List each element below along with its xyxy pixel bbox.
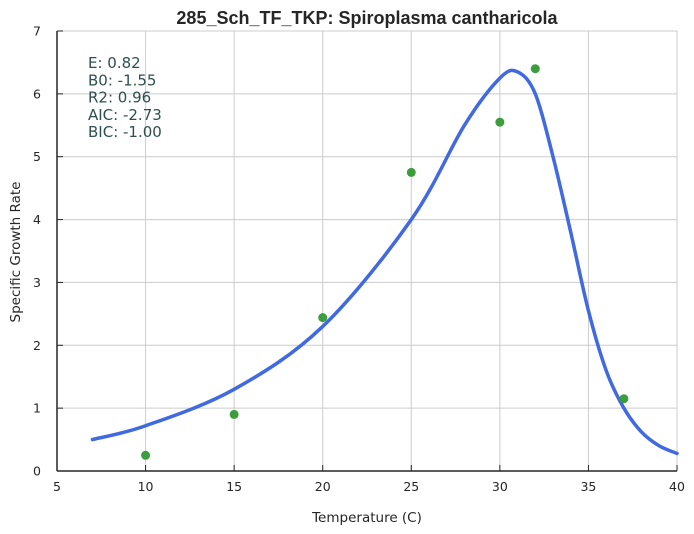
stat-line: B0: -1.55 [88, 71, 156, 89]
stat-line: BIC: -1.00 [88, 123, 162, 141]
x-tick-label: 25 [403, 479, 419, 494]
y-tick-label: 3 [33, 275, 41, 290]
x-tick-label: 20 [315, 479, 331, 494]
data-point [495, 117, 505, 127]
fit-curve [90, 68, 679, 456]
data-points [141, 64, 629, 460]
data-point [406, 167, 416, 177]
y-ticks: 0 1 2 3 4 5 6 7 [33, 24, 63, 479]
data-point [530, 64, 540, 74]
x-tick-label: 35 [580, 479, 596, 494]
y-tick-label: 6 [33, 86, 41, 101]
x-tick-label: 40 [669, 479, 685, 494]
data-point [318, 313, 328, 323]
y-tick-label: 5 [33, 149, 41, 164]
axes [56, 31, 677, 472]
x-axis-label: Temperature (C) [311, 510, 422, 526]
x-tick-label: 15 [226, 479, 242, 494]
y-tick-label: 4 [33, 212, 41, 227]
data-point [619, 394, 629, 404]
y-tick-label: 0 [33, 464, 41, 479]
stat-line: E: 0.82 [88, 54, 141, 72]
x-ticks: 5 10 15 20 25 30 35 40 [53, 465, 685, 494]
x-tick-label: 10 [138, 479, 154, 494]
y-tick-label: 2 [33, 338, 41, 353]
y-tick-label: 7 [33, 24, 41, 39]
data-point [141, 450, 151, 460]
x-tick-label: 30 [492, 479, 508, 494]
y-tick-label: 1 [33, 401, 41, 416]
chart-title: 285_Sch_TF_TKP: Spiroplasma cantharicola [176, 8, 558, 28]
y-axis-label: Specific Growth Rate [8, 182, 24, 323]
stat-line: AIC: -2.73 [88, 106, 162, 124]
data-point [229, 409, 239, 419]
x-tick-label: 5 [53, 479, 61, 494]
stat-line: R2: 0.96 [88, 89, 151, 107]
